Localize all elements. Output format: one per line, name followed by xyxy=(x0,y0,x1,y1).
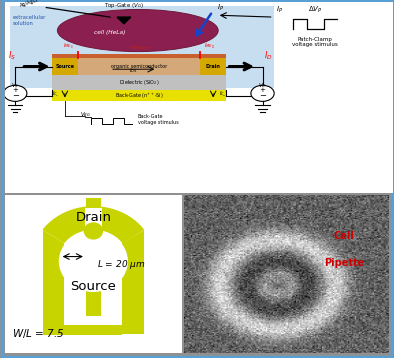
Text: $I_D$: $I_D$ xyxy=(264,49,272,62)
Text: Top-Gate ($V_G$): Top-Gate ($V_G$) xyxy=(104,1,144,10)
Text: +: + xyxy=(260,87,266,93)
Text: Pipette: Pipette xyxy=(324,258,364,268)
Text: $V_S$: $V_S$ xyxy=(11,81,19,90)
Text: Ag/AgCl: Ag/AgCl xyxy=(20,0,40,8)
Text: $V_{BG}$: $V_{BG}$ xyxy=(80,110,91,118)
Text: $+V_{mem}$: $+V_{mem}$ xyxy=(128,43,151,52)
Text: $I_{C_S}$: $I_{C_S}$ xyxy=(52,90,59,99)
Bar xyxy=(52,90,227,101)
Text: extracellular
solution: extracellular solution xyxy=(13,15,46,26)
Circle shape xyxy=(4,85,27,101)
Text: Back-Gate (n$^{++}$-Si): Back-Gate (n$^{++}$-Si) xyxy=(115,91,164,101)
Bar xyxy=(10,6,273,88)
Text: $I_{C_D}$: $I_{C_D}$ xyxy=(219,90,226,99)
Circle shape xyxy=(251,85,274,101)
Text: cell (HeLa): cell (HeLa) xyxy=(95,30,126,35)
Bar xyxy=(200,58,227,74)
Text: $I_{ME_S}$: $I_{ME_S}$ xyxy=(63,42,74,51)
Text: $V_D$: $V_D$ xyxy=(258,81,267,90)
Bar xyxy=(277,6,387,107)
Text: $I_P$: $I_P$ xyxy=(217,3,225,13)
Bar xyxy=(43,325,123,334)
Text: $I_{ME_D}$: $I_{ME_D}$ xyxy=(204,42,216,51)
Text: $L$ = 20 μm: $L$ = 20 μm xyxy=(97,258,145,271)
Bar xyxy=(52,74,227,90)
Text: Drain: Drain xyxy=(206,64,221,69)
Text: +: + xyxy=(12,87,18,93)
Bar xyxy=(52,54,227,58)
Text: −: − xyxy=(12,91,19,100)
Text: Cell: Cell xyxy=(334,231,355,241)
Polygon shape xyxy=(43,206,144,243)
Polygon shape xyxy=(117,17,131,24)
Text: $I_{DS}$: $I_{DS}$ xyxy=(129,66,138,75)
Bar xyxy=(86,198,101,316)
Text: $I_S$: $I_S$ xyxy=(7,49,16,62)
Polygon shape xyxy=(43,229,64,334)
Text: Source: Source xyxy=(71,280,116,293)
Text: Source: Source xyxy=(56,64,74,69)
Circle shape xyxy=(59,231,128,292)
Text: −: − xyxy=(259,91,266,100)
Text: Back-Gate
voltage stimulus: Back-Gate voltage stimulus xyxy=(138,114,178,125)
Ellipse shape xyxy=(58,9,218,52)
Text: $\Delta V_P$: $\Delta V_P$ xyxy=(308,4,322,15)
Text: $I_P$: $I_P$ xyxy=(276,4,282,15)
Text: organic semiconductor: organic semiconductor xyxy=(111,64,167,69)
Bar xyxy=(85,208,102,231)
Text: Dielectric (SiO$_2$): Dielectric (SiO$_2$) xyxy=(119,78,160,87)
Text: $W/L$ = 7.5: $W/L$ = 7.5 xyxy=(12,327,65,340)
Circle shape xyxy=(84,222,103,240)
Bar xyxy=(78,58,200,74)
Text: Drain: Drain xyxy=(75,211,112,224)
Bar xyxy=(52,58,78,74)
Text: Patch-Clamp
voltage stimulus: Patch-Clamp voltage stimulus xyxy=(292,37,338,47)
Polygon shape xyxy=(123,229,144,334)
